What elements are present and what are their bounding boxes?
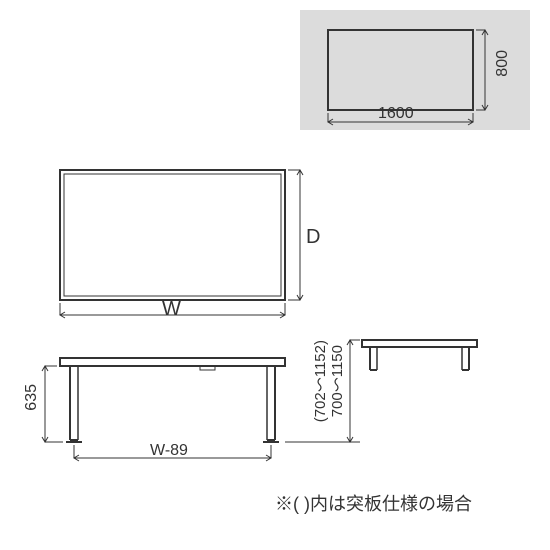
topview-inner [64,174,281,296]
footnote: ※( )内は突板仕様の場合 [275,490,472,516]
side-top [362,340,477,347]
topview-outer [60,170,285,300]
front-top [60,358,285,366]
furniture-diagram: 1600 800 D W 635 W-89 700～1150 (702～1152… [0,0,550,550]
front-height-label: 635 [23,384,41,411]
side-height-label-2: (702～1152) [310,340,331,422]
front-width-label: W-89 [150,442,188,460]
topview-depth-label: D [306,226,320,249]
thumb-height-label: 800 [494,50,512,77]
diagram-svg [0,0,550,550]
topview-width-label: W [162,298,181,321]
thumb-width-label: 1600 [378,105,414,123]
